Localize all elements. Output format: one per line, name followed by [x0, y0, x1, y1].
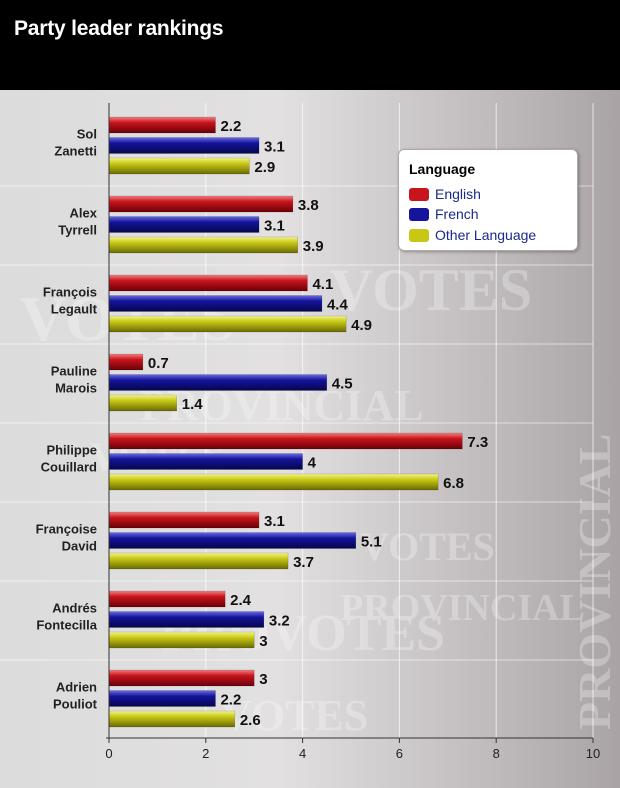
svg-text:VOTES: VOTES: [360, 524, 495, 569]
bar-french: [108, 295, 323, 312]
x-tick-label: 6: [396, 746, 403, 761]
data-label: 3.1: [264, 218, 285, 235]
bar-other: [108, 631, 255, 649]
data-label: 2.6: [240, 712, 261, 729]
category-labels: Sol Zanetti Alex Tyrrell François Legault Paul…: [36, 127, 98, 712]
data-label: 2.2: [220, 118, 241, 135]
data-label: 0.7: [148, 355, 169, 372]
x-axis: 0 2 4 6 8 10: [105, 103, 600, 761]
x-tick-label: 4: [299, 746, 306, 761]
data-label: 3.8: [298, 197, 319, 214]
category-label: Legault: [51, 302, 98, 317]
data-label: 4.4: [327, 297, 349, 314]
data-label: 3: [259, 671, 267, 688]
bar-english: [108, 274, 308, 292]
bar-other: [108, 236, 299, 254]
bar-french: [108, 611, 265, 628]
category-label: Tyrrell: [58, 223, 97, 238]
category-label: David: [62, 539, 97, 554]
category-label: Marois: [55, 381, 97, 396]
data-label: 6.8: [443, 475, 464, 492]
bar-other: [108, 710, 236, 728]
english-swatch: [409, 187, 429, 201]
x-tick-label: 10: [586, 746, 600, 761]
svg-text:PROVINCIAL: PROVINCIAL: [569, 434, 620, 730]
bar-english: [108, 195, 294, 213]
bar-french: [108, 374, 328, 391]
data-label: 4.1: [312, 276, 333, 293]
data-label: 4: [308, 455, 317, 472]
header-bar: Party leader rankings: [0, 0, 620, 90]
bar-english: [108, 590, 226, 608]
data-label: 3.9: [303, 238, 324, 255]
bar-english: [108, 353, 144, 371]
category-label: Françoise: [36, 522, 97, 537]
x-tick-label: 2: [202, 746, 209, 761]
data-label: 7.3: [467, 434, 488, 451]
legend-label-english: English: [435, 186, 481, 202]
category-label: Alex: [70, 206, 98, 221]
bar-other: [108, 157, 250, 175]
category-label: Pauline: [51, 364, 97, 379]
category-label: Philippe: [46, 443, 97, 458]
bar-other: [108, 394, 178, 412]
bar-other: [108, 315, 347, 333]
bar-english: [108, 116, 216, 134]
category-label: Zanetti: [54, 144, 97, 159]
svg-text:VOTES: VOTES: [220, 691, 368, 740]
data-label: 4.9: [351, 317, 372, 334]
svg-text:PROVINCIAL: PROVINCIAL: [340, 587, 585, 629]
legend: Language English French Other Language: [398, 149, 578, 251]
data-label: 4.5: [332, 376, 353, 393]
bar-french: [108, 137, 260, 154]
x-tick-label: 0: [105, 746, 112, 761]
bar-english: [108, 432, 463, 450]
data-label: 1.4: [182, 396, 204, 413]
legend-label-other: Other Language: [435, 227, 537, 243]
category-label: Sol: [77, 127, 97, 142]
category-label: Fontecilla: [36, 618, 97, 633]
bar-french: [108, 532, 357, 549]
category-label: Pouliot: [53, 697, 98, 712]
bar-other: [108, 473, 439, 491]
data-label: 3.1: [264, 513, 285, 530]
legend-item-other: Other Language: [409, 226, 536, 244]
svg-text:VOTES: VOTES: [330, 257, 532, 323]
bar-french: [108, 690, 216, 707]
category-label: François: [43, 285, 97, 300]
data-label: 2.2: [220, 692, 241, 709]
category-label: Andrés: [52, 601, 97, 616]
category-label: Adrien: [56, 680, 97, 695]
data-label: 2.9: [254, 159, 275, 176]
data-label: 3.7: [293, 554, 314, 571]
bars: 2.2 3.1 2.9 3.8 3.1 3.9 4.1 4.44.9 0.7 4.5 1.4 7.3 4…: [108, 116, 488, 729]
bar-english: [108, 669, 255, 687]
x-tick-label: 8: [493, 746, 500, 761]
legend-title: Language: [409, 161, 476, 177]
legend-label-french: French: [435, 206, 479, 222]
legend-item-english: English: [409, 185, 481, 203]
page-title: Party leader rankings: [14, 17, 224, 40]
bar-other: [108, 552, 289, 570]
data-label: 5.1: [361, 534, 382, 551]
data-label: 3.1: [264, 139, 285, 156]
bar-english: [108, 511, 260, 529]
data-label: 2.4: [230, 592, 252, 609]
data-label: 3: [259, 633, 267, 650]
data-label: 3.2: [269, 613, 290, 630]
french-swatch: [409, 207, 429, 221]
bar-french: [108, 216, 260, 233]
bar-french: [108, 453, 303, 470]
category-label: Couillard: [41, 460, 97, 475]
legend-item-french: French: [409, 205, 479, 223]
other-swatch: [409, 228, 429, 242]
